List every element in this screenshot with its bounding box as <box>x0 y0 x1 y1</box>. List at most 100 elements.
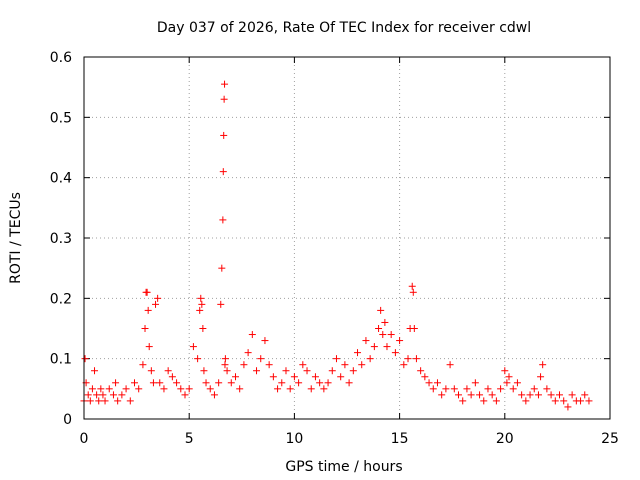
data-point <box>409 288 417 296</box>
data-point <box>177 385 185 393</box>
data-point <box>160 385 168 393</box>
data-point <box>189 343 197 351</box>
data-point <box>282 367 290 375</box>
chart-title: Day 037 of 2026, Rate Of TEC Index for r… <box>157 20 531 36</box>
data-point <box>141 325 149 332</box>
data-point <box>408 282 416 290</box>
data-point <box>459 397 467 405</box>
data-point <box>261 337 269 345</box>
data-point <box>220 95 228 103</box>
x-tick-label: 0 <box>80 431 89 447</box>
data-point <box>290 373 298 381</box>
data-point <box>332 355 340 363</box>
data-point <box>480 397 488 405</box>
data-point <box>101 397 109 405</box>
data-point <box>503 379 511 387</box>
data-point <box>97 385 105 393</box>
data-point <box>501 367 509 375</box>
data-point <box>358 361 366 369</box>
data-point <box>345 379 353 387</box>
data-point <box>295 379 303 387</box>
data-point <box>149 379 157 387</box>
data-point <box>341 361 349 369</box>
data-point <box>139 361 147 369</box>
data-point <box>112 379 120 387</box>
data-point <box>196 306 204 314</box>
data-point <box>534 391 542 399</box>
data-point <box>299 361 307 369</box>
data-point <box>560 397 568 405</box>
data-point <box>530 385 538 393</box>
data-point <box>219 168 227 176</box>
data-point <box>147 367 155 375</box>
data-point <box>286 385 294 393</box>
data-point <box>81 355 89 363</box>
y-tick-label: 0.3 <box>50 231 72 247</box>
data-point <box>522 397 530 405</box>
data-point <box>93 391 101 399</box>
data-point <box>307 385 315 393</box>
data-point <box>248 331 256 339</box>
data-point <box>442 385 450 393</box>
data-point <box>433 379 441 387</box>
data-point <box>396 337 404 345</box>
data-point <box>181 391 189 399</box>
data-point <box>476 391 484 399</box>
data-point <box>86 397 94 405</box>
data-point <box>568 391 576 399</box>
data-point <box>227 379 235 387</box>
data-point <box>425 379 433 387</box>
data-point <box>488 391 496 399</box>
y-tick-label: 0.2 <box>50 291 72 307</box>
data-point <box>362 337 370 345</box>
data-point <box>370 343 378 351</box>
data-point <box>455 391 463 399</box>
data-point <box>194 355 202 363</box>
data-point <box>215 379 223 387</box>
data-point <box>446 361 454 369</box>
data-point <box>463 385 471 393</box>
data-point <box>316 379 324 387</box>
data-point <box>547 391 555 399</box>
data-point <box>354 349 362 357</box>
x-tick-label: 10 <box>285 431 303 447</box>
data-point <box>311 373 319 381</box>
data-point <box>585 397 593 405</box>
data-point <box>126 397 134 405</box>
x-tick-labels: 0 5 10 15 20 25 <box>80 431 619 447</box>
y-axis-label: ROTI / TECUs <box>8 192 24 284</box>
data-point <box>210 391 218 399</box>
data-point <box>95 397 103 405</box>
data-point <box>152 300 160 308</box>
data-point <box>221 361 229 369</box>
data-point <box>168 373 176 381</box>
data-point <box>223 367 231 375</box>
x-tick-label: 20 <box>496 431 514 447</box>
data-point <box>164 367 172 375</box>
data-point <box>556 391 564 399</box>
data-point <box>581 391 589 399</box>
data-point <box>88 385 96 393</box>
data-point <box>484 385 492 393</box>
data-point <box>144 306 152 314</box>
data-point <box>278 379 286 387</box>
data-point <box>505 373 513 381</box>
data-point <box>450 385 458 393</box>
data-point <box>154 294 162 302</box>
data-point <box>377 306 385 314</box>
data-point <box>366 355 374 363</box>
data-point <box>143 288 151 296</box>
data-point <box>231 373 239 381</box>
x-tick-label: 15 <box>391 431 409 447</box>
data-point <box>265 361 273 369</box>
data-point <box>518 391 526 399</box>
y-tick-label: 0.6 <box>50 50 72 66</box>
data-point <box>404 355 412 363</box>
data-point <box>236 385 244 393</box>
data-point <box>269 373 277 381</box>
data-point <box>526 391 534 399</box>
data-point <box>303 367 311 375</box>
data-point <box>91 367 99 375</box>
data-point <box>156 379 164 387</box>
data-point <box>173 379 181 387</box>
